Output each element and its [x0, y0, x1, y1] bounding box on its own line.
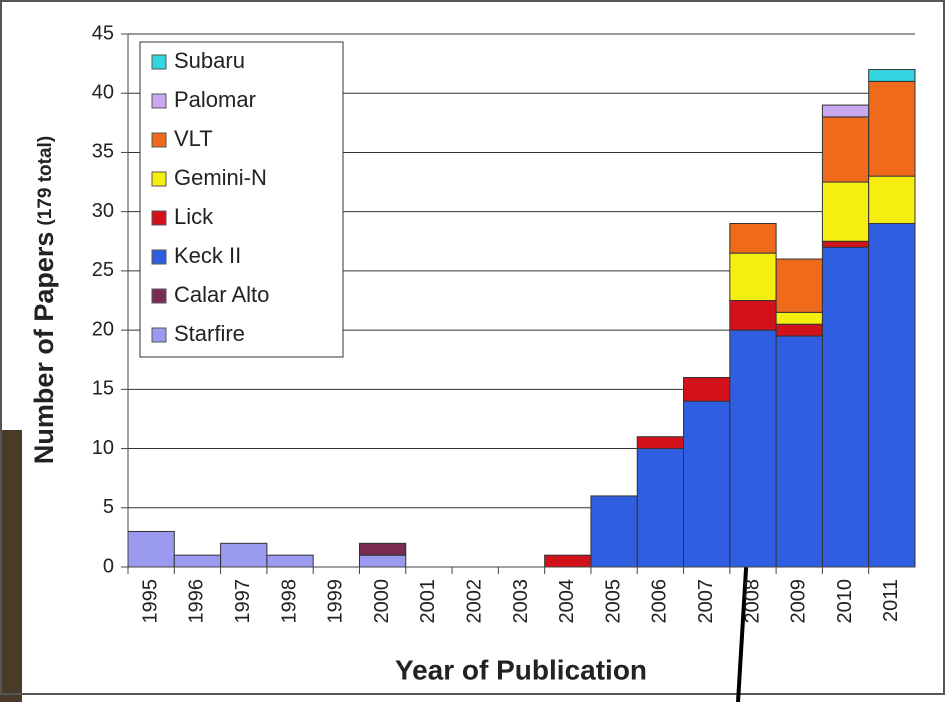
y-label: Number of Papers — [29, 232, 59, 465]
x-tick-label: 2006 — [649, 579, 671, 624]
legend-label: Palomar — [174, 87, 256, 112]
backdrop-image — [0, 430, 22, 702]
bar-segment — [636, 436, 685, 450]
x-tick-label: 2007 — [695, 579, 717, 624]
x-tick-label: 2011 — [880, 579, 902, 622]
legend-swatch — [151, 171, 167, 187]
x-tick-label: 2002 — [463, 579, 485, 624]
x-tick-label: 1998 — [278, 579, 300, 624]
legend-box — [139, 41, 344, 358]
x-tick-label: 2010 — [834, 579, 856, 624]
legend-label: Subaru — [174, 48, 245, 73]
bar-segment — [266, 554, 314, 568]
x-tick-label: 2004 — [556, 579, 578, 624]
bar-segment — [821, 116, 870, 183]
bar-segment — [868, 223, 916, 568]
bar-segment — [821, 240, 870, 248]
y-tick-label: 30 — [92, 200, 114, 222]
bar-segment — [729, 329, 777, 568]
bar-segment — [729, 223, 777, 254]
y-tick-label: 5 — [103, 496, 114, 518]
x-tick-label: 2003 — [510, 579, 532, 624]
bar-segment — [220, 542, 268, 568]
bar-segment — [358, 554, 407, 568]
y-tick-label: 45 — [92, 22, 114, 44]
bar-segment — [358, 542, 407, 556]
x-tick-label: 2009 — [788, 579, 810, 624]
bar-segment — [775, 335, 823, 568]
legend-swatch — [151, 249, 167, 265]
y-tick-label: 25 — [92, 259, 114, 281]
legend-label: VLT — [174, 126, 213, 151]
legend-swatch — [151, 288, 167, 304]
bar-segment — [868, 69, 916, 82]
y-tick-label: 40 — [92, 82, 114, 104]
bar-segment — [821, 181, 870, 242]
bar-segment — [775, 258, 823, 313]
y-tick-label: 0 — [103, 555, 114, 577]
y-axis-title: Number of Papers (179 total) — [29, 136, 59, 464]
x-tick-label: 1997 — [232, 579, 254, 624]
x-tick-label: 2000 — [371, 579, 393, 624]
bar-segment — [544, 554, 592, 568]
bar-segment — [868, 175, 916, 225]
x-tick-label: 1996 — [186, 579, 208, 624]
legend-swatch — [151, 327, 167, 343]
y-tick-label: 20 — [92, 318, 114, 340]
bar-segment — [821, 246, 870, 568]
bar-segment — [590, 495, 638, 568]
y-tick-label: 15 — [92, 378, 114, 400]
y-tick-label: 10 — [92, 437, 114, 459]
legend-label: Calar Alto — [174, 282, 269, 307]
bar-segment — [775, 323, 823, 337]
bar-segment — [775, 311, 823, 325]
bar-segment — [127, 530, 175, 568]
legend-label: Keck II — [174, 243, 241, 268]
bar-segment — [636, 448, 685, 568]
x-tick-label: 2008 — [741, 579, 763, 624]
bar-segment — [683, 400, 731, 568]
legend-swatch — [151, 93, 167, 109]
legend-swatch — [151, 210, 167, 226]
bar-segment — [683, 376, 731, 402]
x-axis-title: Year of Publication — [395, 654, 647, 685]
x-tick-label: 1995 — [139, 579, 161, 624]
y-tick-label: 35 — [92, 141, 114, 163]
x-tick-label: 2001 — [417, 579, 439, 624]
bar-segment — [729, 252, 777, 301]
bar-segment — [821, 104, 870, 118]
y-label-note: (179 total) — [35, 136, 56, 226]
legend-label: Starfire — [174, 321, 245, 346]
x-tick-label: 1999 — [325, 579, 347, 624]
legend-swatch — [151, 132, 167, 148]
bar-segment — [729, 300, 777, 331]
legend-swatch — [151, 54, 167, 70]
legend-label: Lick — [174, 204, 214, 229]
x-tick-label: 2005 — [602, 579, 624, 624]
bar-segment — [173, 554, 222, 568]
bar-segment — [868, 80, 916, 177]
legend-label: Gemini-N — [174, 165, 267, 190]
